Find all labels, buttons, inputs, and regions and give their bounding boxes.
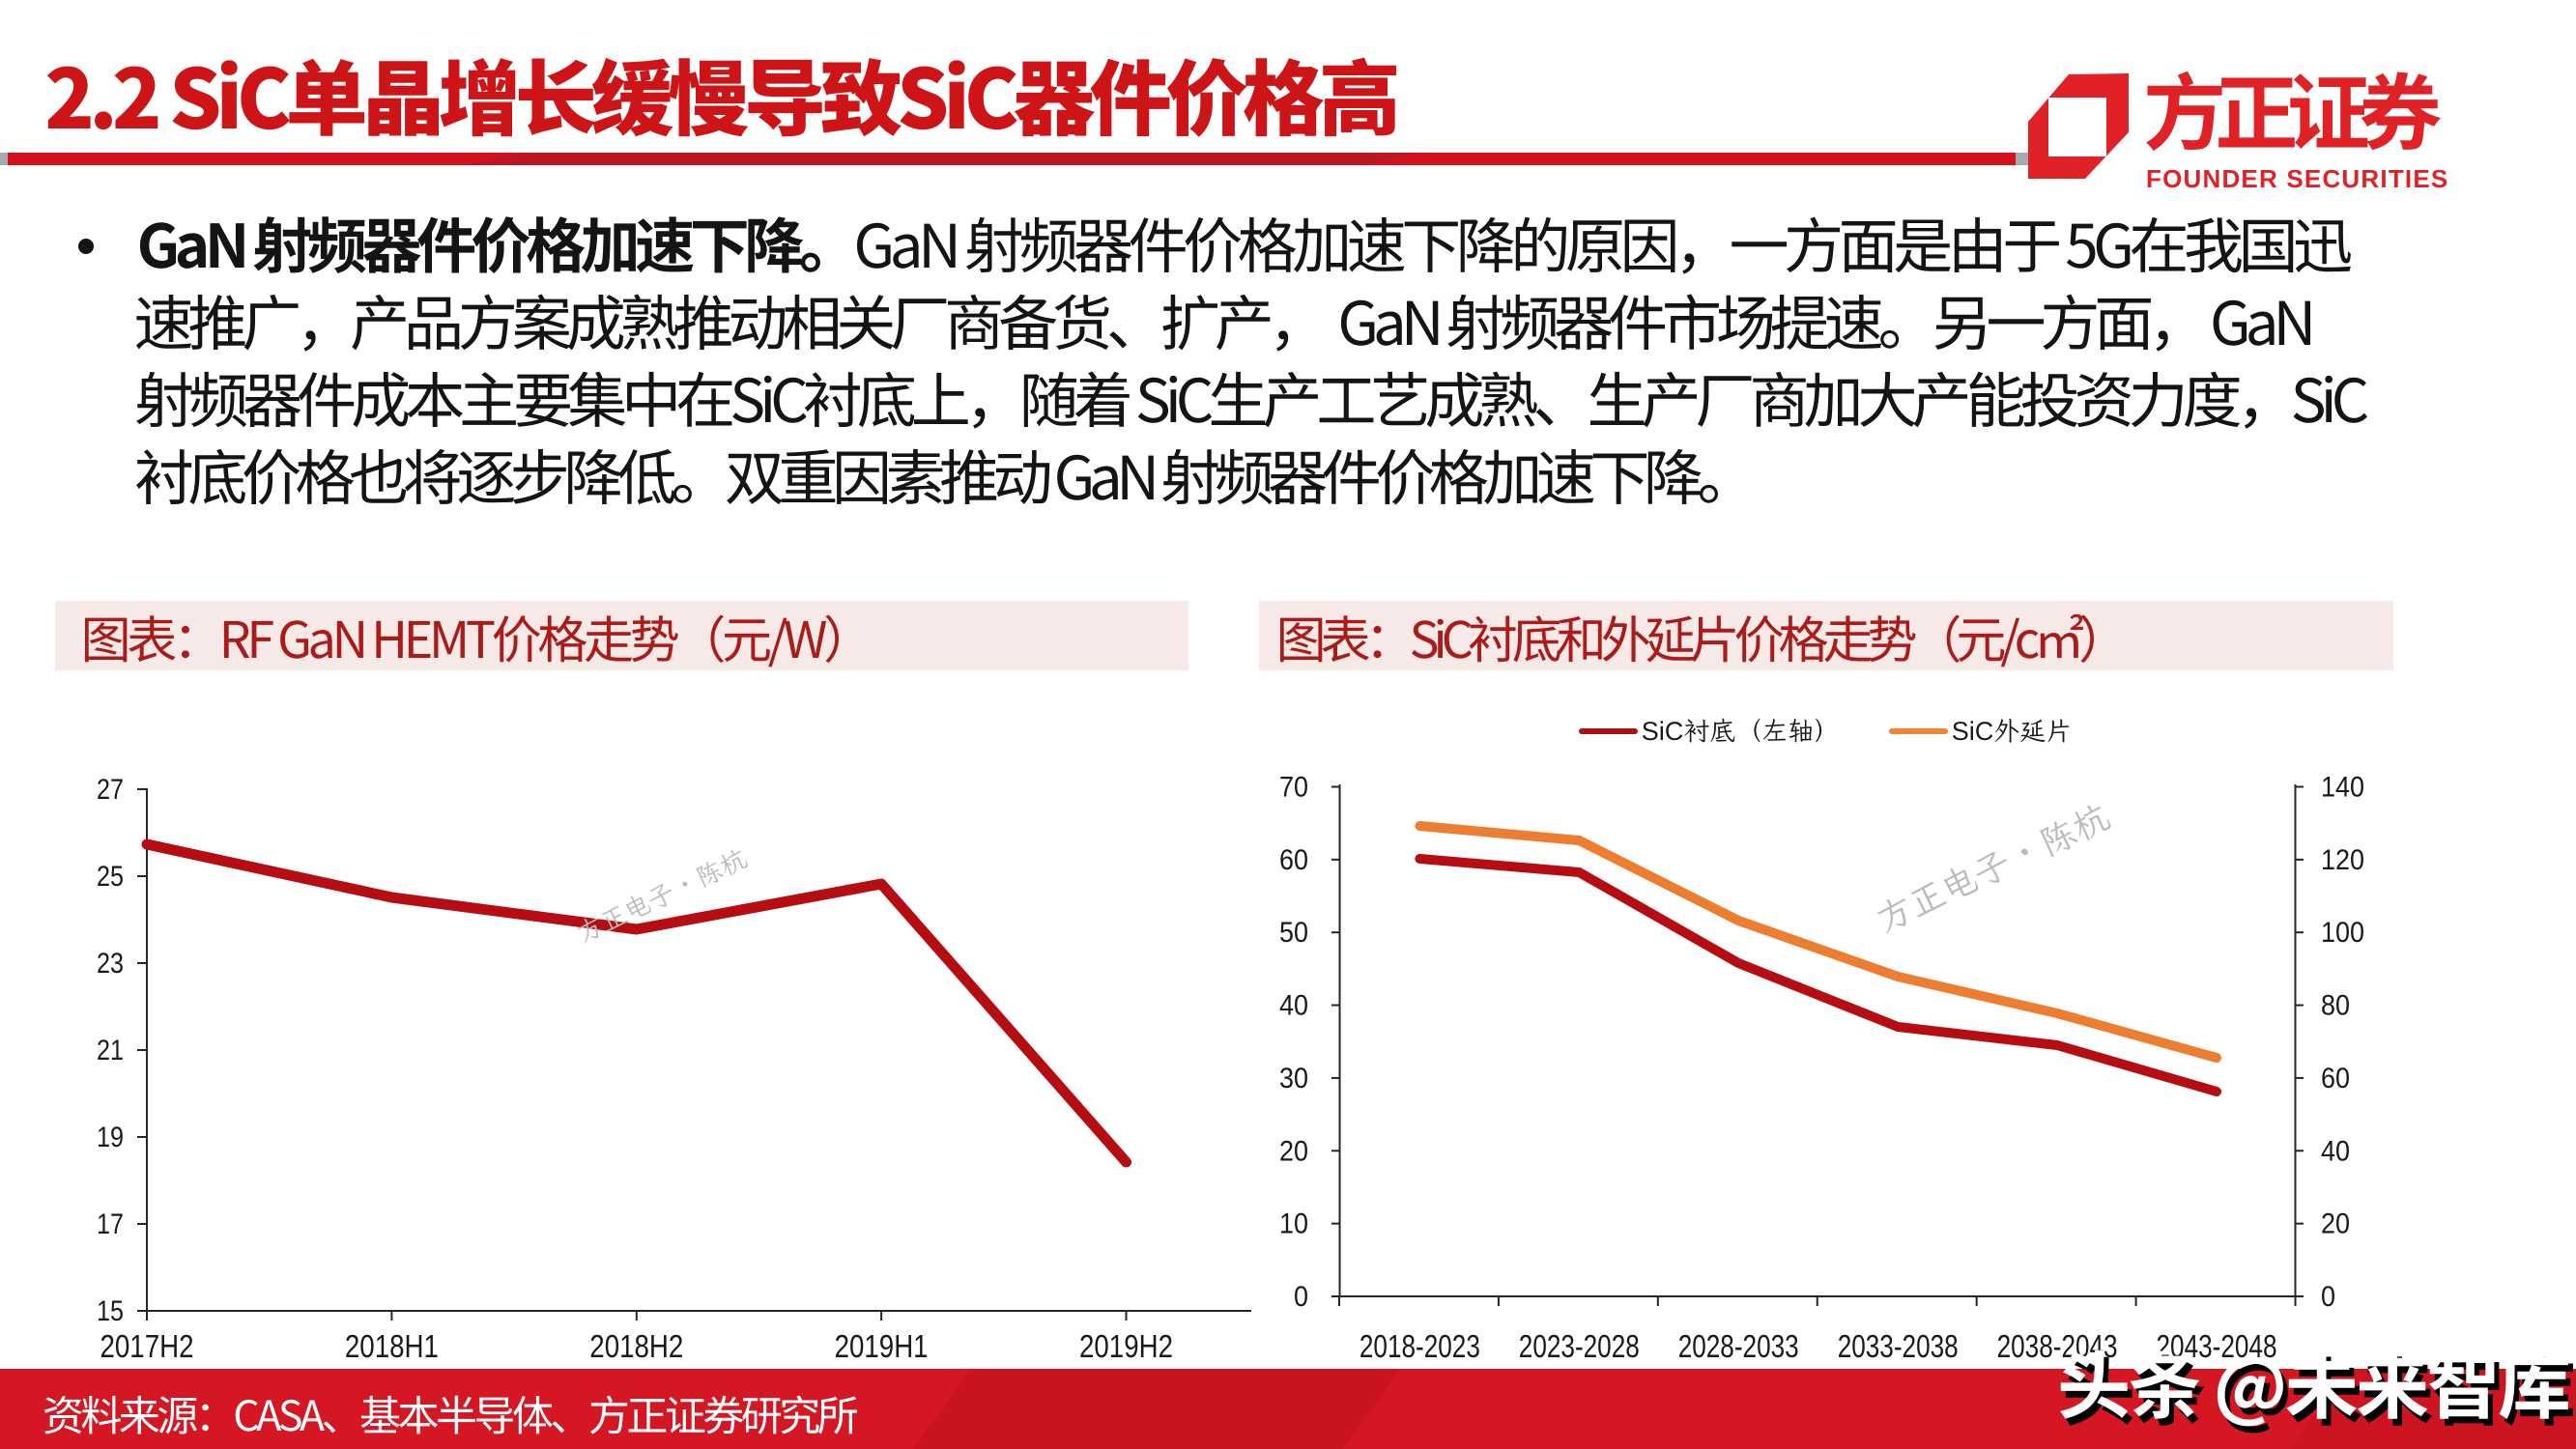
svg-text:30: 30	[1279, 1063, 1308, 1094]
svg-text:2017H2: 2017H2	[100, 1328, 194, 1364]
svg-text:2033-2038: 2033-2038	[1838, 1328, 1959, 1364]
svg-text:2023-2028: 2023-2028	[1519, 1328, 1640, 1364]
svg-text:2018-2023: 2018-2023	[1360, 1328, 1480, 1364]
svg-text:20: 20	[1279, 1135, 1308, 1167]
svg-text:15: 15	[97, 1295, 124, 1327]
svg-text:19: 19	[97, 1122, 124, 1153]
svg-text:20: 20	[2321, 1208, 2350, 1240]
svg-text:17: 17	[97, 1208, 124, 1240]
svg-text:23: 23	[97, 948, 124, 980]
svg-text:0: 0	[2321, 1281, 2335, 1313]
svg-text:2019H1: 2019H1	[835, 1328, 929, 1364]
svg-text:2018H1: 2018H1	[345, 1328, 439, 1364]
svg-text:0: 0	[1294, 1281, 1308, 1313]
svg-text:40: 40	[2321, 1135, 2350, 1167]
svg-text:70: 70	[1279, 772, 1308, 804]
svg-text:100: 100	[2321, 917, 2364, 949]
svg-text:50: 50	[1279, 917, 1308, 949]
svg-text:2018H2: 2018H2	[589, 1328, 683, 1364]
svg-text:60: 60	[1279, 844, 1308, 876]
svg-text:10: 10	[1279, 1208, 1308, 1240]
svg-text:120: 120	[2321, 844, 2364, 876]
svg-text:60: 60	[2321, 1063, 2350, 1094]
svg-text:80: 80	[2321, 990, 2350, 1022]
svg-text:2019H2: 2019H2	[1079, 1328, 1173, 1364]
svg-text:40: 40	[1279, 990, 1308, 1022]
svg-text:140: 140	[2321, 772, 2364, 804]
svg-text:27: 27	[97, 774, 124, 806]
svg-text:25: 25	[97, 861, 124, 893]
svg-text:21: 21	[97, 1035, 124, 1066]
svg-text:2028-2033: 2028-2033	[1678, 1328, 1799, 1364]
